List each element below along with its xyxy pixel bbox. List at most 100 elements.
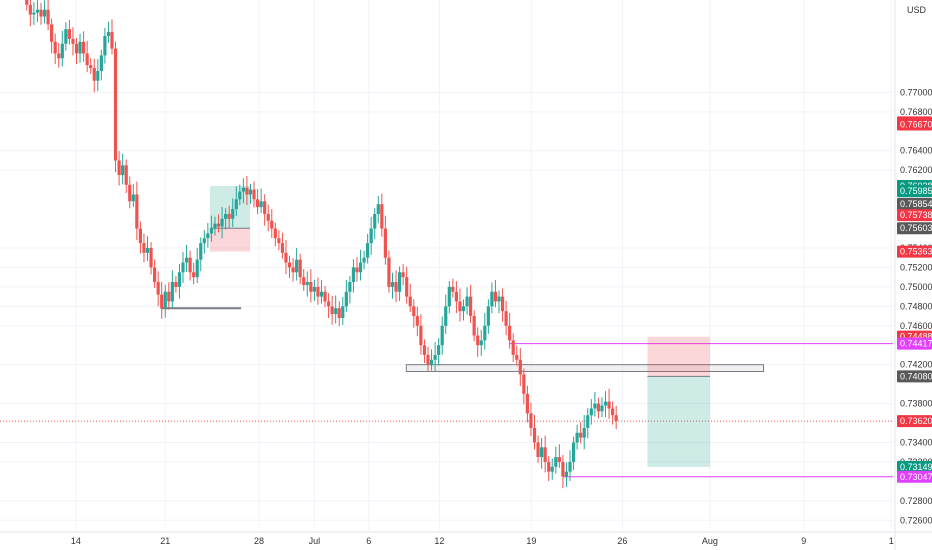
price-badge: 0.73620 xyxy=(897,415,932,428)
candle-body xyxy=(408,296,412,307)
candle-body xyxy=(167,291,171,302)
candle-body xyxy=(138,228,143,244)
candle-body xyxy=(422,345,427,355)
candle-body xyxy=(199,243,203,260)
candle-body xyxy=(376,204,380,214)
candle-body xyxy=(163,291,167,309)
candle-body xyxy=(106,32,111,36)
price-badge-label: 0.76670 xyxy=(900,119,932,129)
candle xyxy=(607,388,611,419)
candle-body xyxy=(547,461,551,472)
y-tick-label: 0.74800 xyxy=(900,301,932,311)
candle-body xyxy=(206,233,210,239)
candle xyxy=(547,456,551,481)
candle-body xyxy=(532,427,537,443)
price-badge-label: 0.73047 xyxy=(900,472,932,482)
candle-body xyxy=(213,223,217,229)
candle xyxy=(273,222,277,247)
candle-body xyxy=(74,43,79,54)
candle-body xyxy=(571,442,576,462)
candle xyxy=(248,183,253,204)
candle xyxy=(227,205,231,229)
y-tick-label: 0.75200 xyxy=(900,262,932,272)
candle xyxy=(121,153,125,185)
candle-body xyxy=(135,194,139,229)
candle xyxy=(195,247,199,283)
price-badge-bg xyxy=(897,245,932,258)
candle xyxy=(252,181,256,208)
candle-body xyxy=(550,466,554,472)
candle xyxy=(60,30,64,67)
candle xyxy=(89,58,93,74)
candle xyxy=(85,40,89,73)
candle-body xyxy=(337,308,341,318)
candle xyxy=(67,19,71,45)
candle xyxy=(309,269,313,303)
candle xyxy=(128,176,132,209)
candle xyxy=(575,424,579,450)
candle-body xyxy=(493,291,498,302)
candle xyxy=(81,31,86,62)
candle xyxy=(174,276,178,293)
candle xyxy=(103,27,107,64)
candle xyxy=(422,339,427,364)
candle xyxy=(369,216,373,255)
candle xyxy=(42,0,47,24)
candle xyxy=(316,277,320,305)
price-badge-bg xyxy=(897,460,932,473)
candle xyxy=(344,280,348,313)
candle xyxy=(589,399,593,425)
candle-body xyxy=(231,209,235,219)
candle xyxy=(99,49,103,81)
candle-body xyxy=(522,374,526,394)
candle-body xyxy=(128,184,132,202)
candle xyxy=(561,454,565,489)
candle-body xyxy=(287,262,292,268)
price-badge-bg xyxy=(897,337,932,350)
candle-body xyxy=(355,267,359,273)
candle-body xyxy=(53,41,57,54)
candle xyxy=(348,276,352,304)
candle xyxy=(550,458,554,480)
stop-zone xyxy=(647,336,710,377)
candle xyxy=(220,207,224,239)
candle xyxy=(92,58,96,93)
price-badge: 0.75854 xyxy=(897,197,932,210)
price-badge-label: 0.73149 xyxy=(900,462,932,472)
candle xyxy=(153,259,157,288)
candle xyxy=(113,41,118,173)
candle xyxy=(64,22,68,51)
candle-body xyxy=(309,282,313,292)
grid xyxy=(0,0,893,530)
candle-body xyxy=(209,228,214,234)
candle xyxy=(188,250,192,281)
candle xyxy=(383,215,387,265)
candle xyxy=(476,327,480,357)
candles xyxy=(25,0,618,489)
candle xyxy=(600,397,604,418)
candle xyxy=(110,19,114,55)
candle-body xyxy=(323,291,327,302)
candle-body xyxy=(444,306,448,326)
candle-body xyxy=(582,427,586,438)
candle-body xyxy=(81,41,86,54)
candle xyxy=(96,59,100,92)
candle-body xyxy=(99,55,103,71)
candle-body xyxy=(234,199,238,210)
candle xyxy=(78,33,82,63)
candle-body xyxy=(25,0,29,5)
stop-zone xyxy=(209,228,251,252)
candle-body xyxy=(429,359,434,365)
candle xyxy=(330,295,334,325)
candle-body xyxy=(298,259,302,278)
candle xyxy=(469,284,473,324)
candle-body xyxy=(156,282,160,295)
y-tick-label: 0.76800 xyxy=(900,107,932,117)
candle-body xyxy=(412,306,416,317)
y-tick-label: 0.77000 xyxy=(900,87,932,97)
candle xyxy=(202,230,206,254)
x-tick-label: 12 xyxy=(434,536,444,546)
candle xyxy=(234,186,238,217)
candle xyxy=(511,333,515,362)
